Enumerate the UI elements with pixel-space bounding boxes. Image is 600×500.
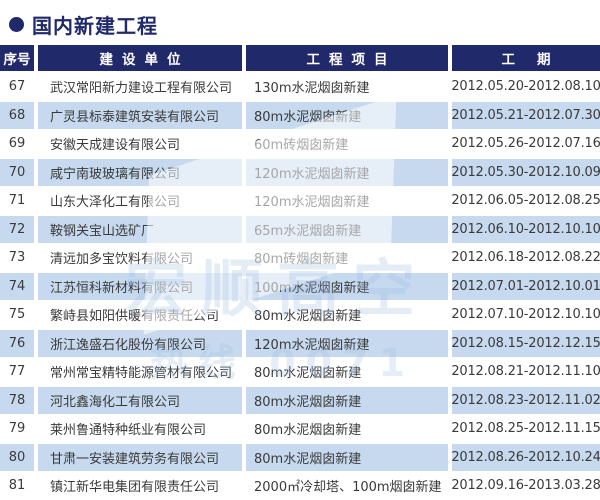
cell-company: 安徽天成建设有限公司	[50, 138, 181, 153]
cell-project: 80m水泥烟囱新建	[246, 443, 448, 471]
cell-company: 山东大泽化工有限公司	[50, 195, 181, 210]
cell-seq: 80	[0, 443, 34, 471]
table-row: 71 山东大泽化工有限公司 120m水泥烟囱新建 2012.06.05-2012…	[0, 187, 600, 214]
cell-project: 120m水泥烟囱新建	[246, 158, 448, 186]
cell-seq: 67	[8, 79, 26, 94]
cell-company: 咸宁南玻玻璃有限公司	[38, 158, 242, 186]
cell-project: 100m水泥烟囱新建	[246, 272, 448, 300]
cell-company: 清远加多宝饮料有限公司	[50, 252, 194, 267]
cell-period: 2012.08.26-2012.10.24	[452, 443, 600, 471]
projects-table: 序号 建设单位 工程项目 工期 67 武汉常阳新力建设工程有限公司 130m水泥…	[0, 45, 600, 500]
cell-project: 80m水泥烟囱新建	[254, 309, 362, 324]
cell-seq: 81	[8, 478, 26, 493]
cell-project: 80m水泥烟囱新建	[246, 101, 448, 129]
cell-project: 65m水泥烟囱新建	[246, 215, 448, 243]
cell-company: 常州常宝精特能源管材有限公司	[50, 366, 233, 381]
cell-seq: 71	[8, 193, 26, 208]
table-row: 69 安徽天成建设有限公司 60m砖烟囱新建 2012.05.26-2012.0…	[0, 130, 600, 157]
table-row: 68 广灵县标泰建筑安装有限公司 80m水泥烟囱新建 2012.05.21-20…	[0, 101, 600, 129]
bullet-circle-icon	[9, 16, 24, 32]
cell-period: 2012.09.16-2013.03.28	[452, 478, 600, 493]
table-body: 67 武汉常阳新力建设工程有限公司 130m水泥烟囱新建 2012.05.20-…	[0, 73, 600, 500]
header-company: 建设单位	[38, 45, 242, 71]
table-row: 74 江苏恒科新材料有限公司 100m水泥烟囱新建 2012.07.01-201…	[0, 272, 600, 300]
cell-period: 2012.08.23-2012.11.02	[452, 386, 600, 414]
cell-company: 武汉常阳新力建设工程有限公司	[50, 81, 233, 96]
cell-seq: 78	[0, 386, 34, 414]
table-row: 80 甘肃一安装建筑劳务有限公司 80m水泥烟囱新建 2012.08.26-20…	[0, 443, 600, 471]
cell-project: 80m水泥烟囱新建	[254, 423, 362, 438]
cell-seq: 73	[8, 250, 26, 265]
table-row: 78 河北鑫海化工有限公司 80m水泥烟囱新建 2012.08.23-2012.…	[0, 386, 600, 414]
table-row: 76 浙江逸盛石化股份有限公司 120m水泥烟囱新建 2012.08.15-20…	[0, 329, 600, 357]
table-row: 70 咸宁南玻玻璃有限公司 120m水泥烟囱新建 2012.05.30-2012…	[0, 158, 600, 186]
table-row: 79 莱州鲁通特种纸业有限公司 80m水泥烟囱新建 2012.08.25-201…	[0, 415, 600, 442]
cell-seq: 76	[0, 329, 34, 357]
cell-company: 镇江新华电集团有限责任公司	[50, 480, 220, 495]
cell-project: 120m水泥烟囱新建	[246, 329, 448, 357]
cell-project: 80m砖烟囱新建	[254, 252, 349, 267]
cell-period: 2012.05.26-2012.07.16	[452, 136, 600, 151]
cell-period: 2012.05.20-2012.08.10	[452, 79, 600, 94]
cell-company: 江苏恒科新材料有限公司	[38, 272, 242, 300]
cell-period: 2012.08.21-2012.11.10	[452, 364, 600, 379]
table-row: 81 镇江新华电集团有限责任公司 2000㎡冷却塔、100m烟囱新建 2012.…	[0, 472, 600, 499]
cell-period: 2012.08.25-2012.11.15	[452, 421, 600, 436]
cell-project: 80m水泥烟囱新建	[254, 366, 362, 381]
cell-project: 120m水泥烟囱新建	[254, 195, 370, 210]
cell-project: 130m水泥烟囱新建	[254, 81, 370, 96]
page-title-bar: 国内新建工程	[0, 0, 600, 39]
cell-seq: 72	[0, 215, 34, 243]
cell-company: 河北鑫海化工有限公司	[38, 386, 242, 414]
cell-period: 2012.06.05-2012.08.25	[452, 193, 600, 208]
cell-period: 2012.05.21-2012.07.30	[452, 101, 600, 129]
table-row: 77 常州常宝精特能源管材有限公司 80m水泥烟囱新建 2012.08.21-2…	[0, 358, 600, 385]
table-header-row: 序号 建设单位 工程项目 工期	[0, 45, 600, 71]
cell-seq: 75	[8, 307, 26, 322]
cell-period: 2012.08.15-2012.12.15	[452, 329, 600, 357]
header-seq: 序号	[0, 45, 34, 71]
header-period: 工期	[452, 45, 600, 71]
cell-seq: 74	[0, 272, 34, 300]
cell-seq: 68	[0, 101, 34, 129]
cell-project: 80m水泥烟囱新建	[246, 386, 448, 414]
cell-company: 鞍钢关宝山选矿厂	[38, 215, 242, 243]
header-project: 工程项目	[246, 45, 448, 71]
table-row: 75 繁峙县如阳供暖有限责任公司 80m水泥烟囱新建 2012.07.10-20…	[0, 301, 600, 328]
cell-seq: 70	[0, 158, 34, 186]
cell-seq: 79	[8, 421, 26, 436]
table-row: 67 武汉常阳新力建设工程有限公司 130m水泥烟囱新建 2012.05.20-…	[0, 73, 600, 100]
cell-project: 60m砖烟囱新建	[254, 138, 349, 153]
table-row: 72 鞍钢关宝山选矿厂 65m水泥烟囱新建 2012.06.10-2012.10…	[0, 215, 600, 243]
cell-company: 莱州鲁通特种纸业有限公司	[50, 423, 207, 438]
cell-seq: 69	[8, 136, 26, 151]
cell-company: 甘肃一安装建筑劳务有限公司	[38, 443, 242, 471]
cell-company: 广灵县标泰建筑安装有限公司	[38, 101, 242, 129]
cell-period: 2012.07.10-2012.10.10	[452, 307, 600, 322]
page-title: 国内新建工程	[32, 13, 158, 38]
cell-seq: 77	[8, 364, 26, 379]
table-row: 73 清远加多宝饮料有限公司 80m砖烟囱新建 2012.06.18-2012.…	[0, 244, 600, 271]
cell-company: 繁峙县如阳供暖有限责任公司	[50, 309, 220, 324]
cell-project: 2000㎡冷却塔、100m烟囱新建	[254, 480, 442, 495]
cell-period: 2012.06.18-2012.08.22	[452, 250, 600, 265]
cell-company: 浙江逸盛石化股份有限公司	[38, 329, 242, 357]
cell-period: 2012.06.10-2012.10.10	[452, 215, 600, 243]
cell-period: 2012.07.01-2012.10.01	[452, 272, 600, 300]
cell-period: 2012.05.30-2012.10.09	[452, 158, 600, 186]
